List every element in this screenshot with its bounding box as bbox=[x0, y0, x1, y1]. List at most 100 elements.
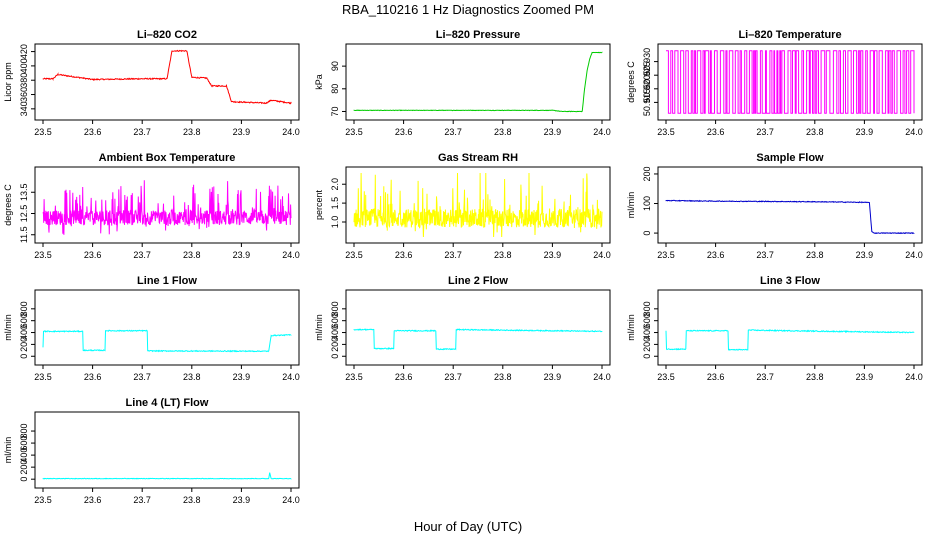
x-tick-label: 23.6 bbox=[707, 127, 725, 137]
plot-frame bbox=[345, 289, 611, 366]
x-tick-label: 23.6 bbox=[84, 250, 102, 260]
y-tick-label: 0 bbox=[19, 477, 29, 482]
y-tick-label: 600 bbox=[642, 313, 652, 328]
x-tick-label: 24.0 bbox=[282, 495, 300, 505]
y-tick-label: 0 bbox=[330, 354, 340, 359]
y-tick-label: 50.925 bbox=[642, 61, 652, 89]
y-tick-label: 800 bbox=[642, 301, 652, 316]
x-tick-label: 24.0 bbox=[905, 250, 923, 260]
x-tick-label: 23.8 bbox=[806, 250, 824, 260]
y-axis-label: percent bbox=[314, 189, 324, 220]
x-tick-label: 23.7 bbox=[133, 127, 151, 137]
x-tick-label: 23.9 bbox=[233, 372, 251, 382]
figure-x-axis-label: Hour of Day (UTC) bbox=[414, 519, 522, 534]
series-line bbox=[665, 199, 915, 235]
x-tick-label: 23.8 bbox=[183, 372, 201, 382]
panel-title: Li–820 Temperature bbox=[738, 29, 841, 41]
y-tick-label: 400 bbox=[19, 325, 29, 340]
panel-title: Gas Stream RH bbox=[438, 152, 518, 164]
x-tick-label: 23.6 bbox=[395, 372, 413, 382]
x-tick-label: 23.7 bbox=[133, 495, 151, 505]
y-tick-label: 80 bbox=[330, 84, 340, 94]
series-line bbox=[665, 329, 915, 351]
x-tick-label: 23.5 bbox=[345, 127, 363, 137]
y-tick-label: 380 bbox=[19, 73, 29, 88]
plot-frame bbox=[345, 43, 611, 121]
x-tick-label: 24.0 bbox=[593, 372, 611, 382]
panel-title: Line 4 (LT) Flow bbox=[126, 397, 209, 409]
x-tick-label: 23.7 bbox=[444, 127, 462, 137]
x-tick-label: 23.9 bbox=[856, 250, 874, 260]
panel-0: Li–820 CO2 Licor ppm 23.5 23.6 23.7 23.8 23.9 2… bbox=[3, 29, 300, 137]
plot-frame bbox=[657, 166, 923, 244]
panel-6: Line 1 Flow ml/min 23.5 23.6 23.7 23.8 23.9 24.… bbox=[3, 275, 300, 382]
y-tick-label: 200 bbox=[642, 166, 652, 181]
panel-title: Line 1 Flow bbox=[137, 275, 197, 287]
panel-title: Sample Flow bbox=[756, 152, 824, 164]
y-tick-label: 600 bbox=[19, 313, 29, 328]
y-tick-label: 0 bbox=[19, 354, 29, 359]
series-line bbox=[666, 50, 915, 114]
x-tick-label: 23.6 bbox=[84, 495, 102, 505]
y-tick-label: 360 bbox=[19, 87, 29, 102]
x-tick-label: 23.7 bbox=[756, 250, 774, 260]
y-axis-label: degrees C bbox=[3, 184, 13, 226]
y-axis-label: degrees C bbox=[626, 61, 636, 103]
y-tick-label: 1.0 bbox=[330, 216, 340, 229]
y-tick-label: 90 bbox=[330, 61, 340, 71]
x-tick-label: 24.0 bbox=[593, 127, 611, 137]
x-tick-label: 23.7 bbox=[133, 250, 151, 260]
y-tick-label: 200 bbox=[330, 337, 340, 352]
x-tick-label: 23.8 bbox=[806, 372, 824, 382]
y-axis-label: ml/min bbox=[314, 314, 324, 341]
y-tick-label: 400 bbox=[330, 325, 340, 340]
x-tick-label: 23.6 bbox=[707, 372, 725, 382]
x-tick-label: 23.8 bbox=[806, 127, 824, 137]
y-tick-label: 340 bbox=[19, 101, 29, 116]
x-tick-label: 23.5 bbox=[34, 250, 52, 260]
x-tick-label: 23.6 bbox=[707, 250, 725, 260]
series-line bbox=[353, 51, 603, 113]
panel-title: Li–820 Pressure bbox=[436, 29, 520, 41]
y-tick-label: 800 bbox=[19, 301, 29, 316]
series-line bbox=[42, 180, 292, 235]
panel-5: Sample Flow ml/min 23.5 23.6 23.7 23.8 23.9 24.… bbox=[626, 152, 923, 260]
x-tick-label: 23.9 bbox=[544, 372, 562, 382]
x-tick-label: 24.0 bbox=[905, 372, 923, 382]
plot-frame bbox=[34, 411, 300, 489]
y-axis-label: ml/min bbox=[3, 437, 13, 464]
panel-9: Line 4 (LT) Flow ml/min 23.5 23.6 23.7 23.8 23… bbox=[3, 397, 300, 505]
x-tick-label: 23.5 bbox=[657, 372, 675, 382]
x-tick-label: 23.9 bbox=[856, 127, 874, 137]
y-tick-label: 11.5 bbox=[19, 226, 29, 243]
y-tick-label: 200 bbox=[19, 337, 29, 352]
x-tick-label: 24.0 bbox=[282, 127, 300, 137]
y-tick-label: 400 bbox=[642, 325, 652, 340]
panel-3: Ambient Box Temperature degrees C 23.5 23.6… bbox=[3, 152, 300, 260]
x-tick-label: 23.5 bbox=[657, 250, 675, 260]
x-tick-label: 24.0 bbox=[905, 127, 923, 137]
x-tick-label: 23.9 bbox=[233, 250, 251, 260]
series-line bbox=[42, 49, 292, 105]
x-tick-label: 23.6 bbox=[84, 372, 102, 382]
y-tick-label: 50.915 bbox=[642, 89, 652, 117]
series-line bbox=[42, 472, 292, 480]
x-tick-label: 23.5 bbox=[34, 495, 52, 505]
x-tick-label: 23.8 bbox=[494, 372, 512, 382]
panel-title: Ambient Box Temperature bbox=[99, 152, 236, 164]
x-tick-label: 23.9 bbox=[233, 127, 251, 137]
x-tick-label: 23.8 bbox=[494, 250, 512, 260]
y-axis-label: ml/min bbox=[626, 314, 636, 341]
y-axis-label: Licor ppm bbox=[3, 62, 13, 102]
plot-frame bbox=[34, 289, 300, 366]
y-tick-label: 800 bbox=[330, 301, 340, 316]
y-tick-label: 70 bbox=[330, 106, 340, 116]
x-tick-label: 23.7 bbox=[756, 127, 774, 137]
plot-frame bbox=[657, 289, 923, 366]
x-tick-label: 23.9 bbox=[544, 127, 562, 137]
y-axis-label: ml/min bbox=[3, 314, 13, 341]
y-tick-label: 0 bbox=[642, 231, 652, 236]
figure-title: RBA_110216 1 Hz Diagnostics Zoomed PM bbox=[342, 2, 594, 17]
x-tick-label: 23.7 bbox=[444, 372, 462, 382]
panel-2: Li–820 Temperature degrees C 23.5 23.6 23.7 2… bbox=[626, 29, 923, 137]
